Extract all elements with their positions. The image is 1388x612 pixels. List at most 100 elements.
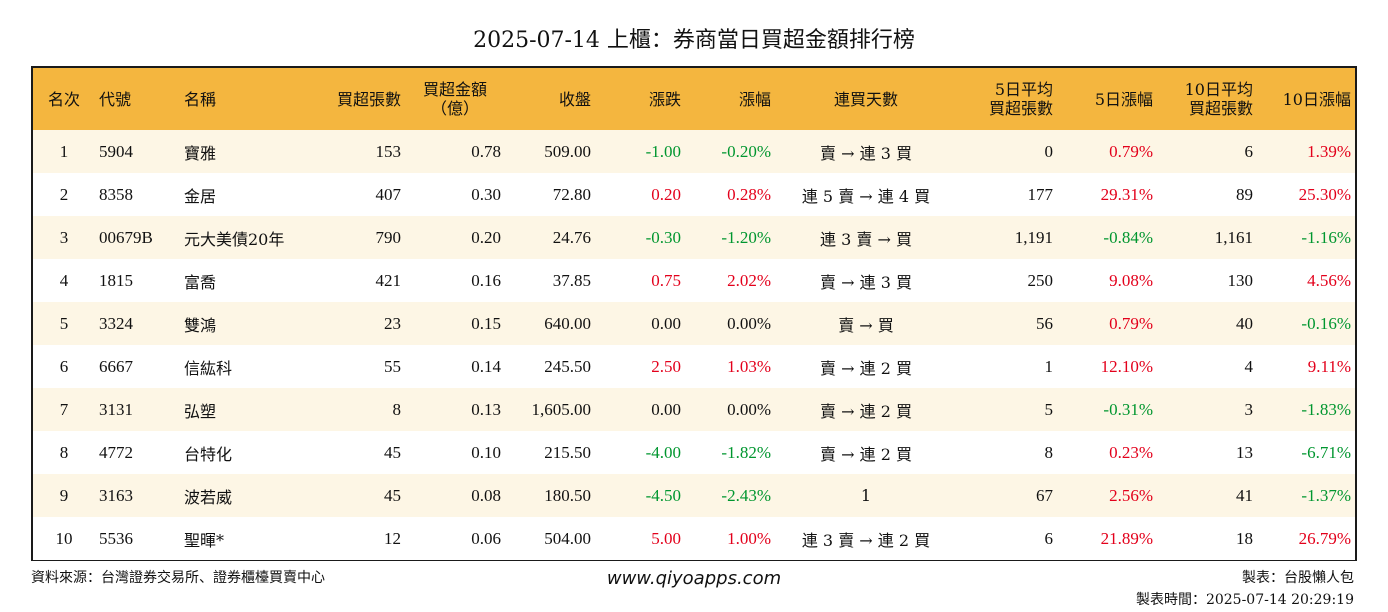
avg10-net-buy-cell: 41 — [1236, 485, 1253, 505]
website-link[interactable]: www.qiyoapps.com — [606, 568, 782, 589]
change10-pct-cell: 4.56% — [1307, 270, 1351, 290]
table-row: 9 3163 波若威 45 0.08 180.50 -4.50 -2.43% 1 67 2.56% 4… — [33, 474, 1355, 517]
table-row: 3 00679B 元大美債20年 790 0.20 24.76 -0.30 -1.20% 連 3… — [33, 216, 1355, 259]
column-header: 名稱 — [184, 89, 217, 109]
change-pct-cell: 0.00% — [727, 313, 771, 333]
rank-cell: 7 — [59, 399, 69, 419]
change5-pct-cell: -0.31% — [1103, 399, 1153, 419]
change-pct-cell: 2.02% — [727, 270, 771, 290]
code-cell: 5536 — [99, 528, 133, 548]
column-header: 10日平均 買超張數 — [1184, 80, 1253, 118]
change5-pct-cell: 0.79% — [1109, 313, 1153, 333]
change10-pct-cell: 9.11% — [1307, 356, 1351, 376]
change10-pct-cell: 1.39% — [1307, 141, 1351, 161]
net-buy-amount-cell: 0.30 — [471, 184, 501, 204]
avg5-net-buy-cell: 0 — [1044, 141, 1054, 161]
name-cell: 元大美債20年 — [184, 229, 285, 249]
change5-pct-cell: 29.31% — [1100, 184, 1153, 204]
net-buy-amount-cell: 0.20 — [471, 227, 501, 247]
name-cell: 台特化 — [184, 444, 233, 464]
close-price-cell: 72.80 — [552, 184, 591, 204]
maker-label: 製表：台股懶人包 — [1242, 570, 1354, 586]
column-header: 漲跌 — [648, 89, 681, 109]
change10-pct-cell: -1.83% — [1301, 399, 1351, 419]
change-pct-cell: -0.20% — [721, 141, 771, 161]
column-header: 5日平均 買超張數 — [988, 80, 1053, 118]
change-cell: -1.00 — [645, 141, 681, 161]
change-pct-cell: 0.00% — [727, 399, 771, 419]
close-price-cell: 1,605.00 — [531, 399, 592, 419]
change-cell: 2.50 — [651, 356, 681, 376]
ranking-table: 名次 代號 名稱 買超張數 買超金額 （億） 收盤 漲跌 漲幅 連買天數 5日平… — [33, 68, 1355, 560]
column-header: 連買天數 — [833, 89, 898, 109]
rank-cell: 3 — [59, 227, 69, 247]
consecutive-days-cell: 賣 → 連 2 買 — [820, 401, 912, 421]
name-cell: 聖暉* — [184, 530, 225, 550]
net-buy-amount-cell: 0.06 — [471, 528, 501, 548]
column-header: 代號 — [99, 89, 132, 109]
consecutive-days-cell: 連 3 賣 → 連 2 買 — [801, 530, 931, 550]
rank-cell: 10 — [55, 528, 73, 548]
consecutive-days-cell: 連 3 賣 → 買 — [820, 229, 912, 249]
change-cell: 0.75 — [651, 270, 681, 290]
table-row: 8 4772 台特化 45 0.10 215.50 -4.00 -1.82% 賣 → 連 2 買… — [33, 431, 1355, 474]
net-buy-lots-cell: 55 — [384, 356, 401, 376]
consecutive-days-cell: 賣 → 連 2 買 — [820, 358, 912, 378]
code-cell: 3131 — [99, 399, 133, 419]
rank-cell: 1 — [59, 141, 69, 161]
code-cell: 4772 — [99, 442, 133, 462]
avg10-net-buy-cell: 6 — [1244, 141, 1254, 161]
table-row: 6 6667 信紘科 55 0.14 245.50 2.50 1.03% 賣 → 連 2 買 1 1… — [33, 345, 1355, 388]
consecutive-days-cell: 連 5 賣 → 連 4 買 — [801, 186, 931, 206]
close-price-cell: 37.85 — [552, 270, 591, 290]
close-price-cell: 245.50 — [544, 356, 591, 376]
avg5-net-buy-cell: 6 — [1044, 528, 1054, 548]
change-pct-cell: 1.00% — [727, 528, 771, 548]
change10-pct-cell: -1.16% — [1301, 227, 1351, 247]
net-buy-lots-cell: 790 — [375, 227, 402, 247]
change10-pct-cell: 25.30% — [1298, 184, 1351, 204]
table-row: 2 8358 金居 407 0.30 72.80 0.20 0.28% 連 5 賣 → 連 4 … — [33, 173, 1355, 216]
column-header: 買超金額 （億） — [422, 80, 487, 118]
name-cell: 弘塑 — [184, 401, 217, 421]
change5-pct-cell: -0.84% — [1103, 227, 1153, 247]
column-header: 5日漲幅 — [1094, 89, 1153, 109]
name-cell: 金居 — [184, 186, 217, 206]
data-source-note: 資料來源：台灣證券交易所、證券櫃檯買賣中心 — [31, 570, 325, 586]
name-cell: 雙鴻 — [184, 315, 217, 335]
net-buy-lots-cell: 407 — [375, 184, 402, 204]
change-cell: -4.50 — [645, 485, 681, 505]
net-buy-lots-cell: 8 — [392, 399, 402, 419]
table-body: 1 5904 寶雅 153 0.78 509.00 -1.00 -0.20% 賣 → 連 3 買… — [33, 130, 1355, 560]
avg10-net-buy-cell: 1,161 — [1214, 227, 1253, 247]
maker-info: 製表：台股懶人包 製表時間：2025-07-14 20:29:19 — [1136, 567, 1354, 611]
page-title: 2025-07-14 上櫃：券商當日買超金額排行榜 — [473, 28, 915, 53]
rank-cell: 2 — [59, 184, 69, 204]
avg10-net-buy-cell: 18 — [1236, 528, 1253, 548]
avg10-net-buy-cell: 89 — [1236, 184, 1253, 204]
close-price-cell: 640.00 — [544, 313, 591, 333]
change-pct-cell: 0.28% — [727, 184, 771, 204]
made-time: 製表時間：2025-07-14 20:29:19 — [1135, 592, 1354, 608]
change5-pct-cell: 0.23% — [1109, 442, 1153, 462]
close-price-cell: 215.50 — [544, 442, 591, 462]
code-cell: 3163 — [99, 485, 133, 505]
avg5-net-buy-cell: 1 — [1044, 356, 1054, 376]
change-cell: -4.00 — [645, 442, 681, 462]
net-buy-lots-cell: 153 — [375, 141, 402, 161]
net-buy-lots-cell: 45 — [384, 485, 401, 505]
net-buy-amount-cell: 0.78 — [471, 141, 501, 161]
avg5-net-buy-cell: 177 — [1027, 184, 1054, 204]
column-header: 10日漲幅 — [1282, 89, 1351, 109]
avg5-net-buy-cell: 56 — [1036, 313, 1053, 333]
change-pct-cell: -2.43% — [721, 485, 771, 505]
rank-cell: 4 — [59, 270, 69, 290]
rank-cell: 6 — [59, 356, 69, 376]
change-pct-cell: 1.03% — [727, 356, 771, 376]
change-cell: -0.30 — [645, 227, 681, 247]
consecutive-days-cell: 賣 → 連 3 買 — [820, 272, 912, 292]
code-cell: 00679B — [99, 227, 153, 247]
net-buy-lots-cell: 23 — [384, 313, 401, 333]
consecutive-days-cell: 1 — [860, 486, 872, 505]
avg10-net-buy-cell: 13 — [1236, 442, 1253, 462]
